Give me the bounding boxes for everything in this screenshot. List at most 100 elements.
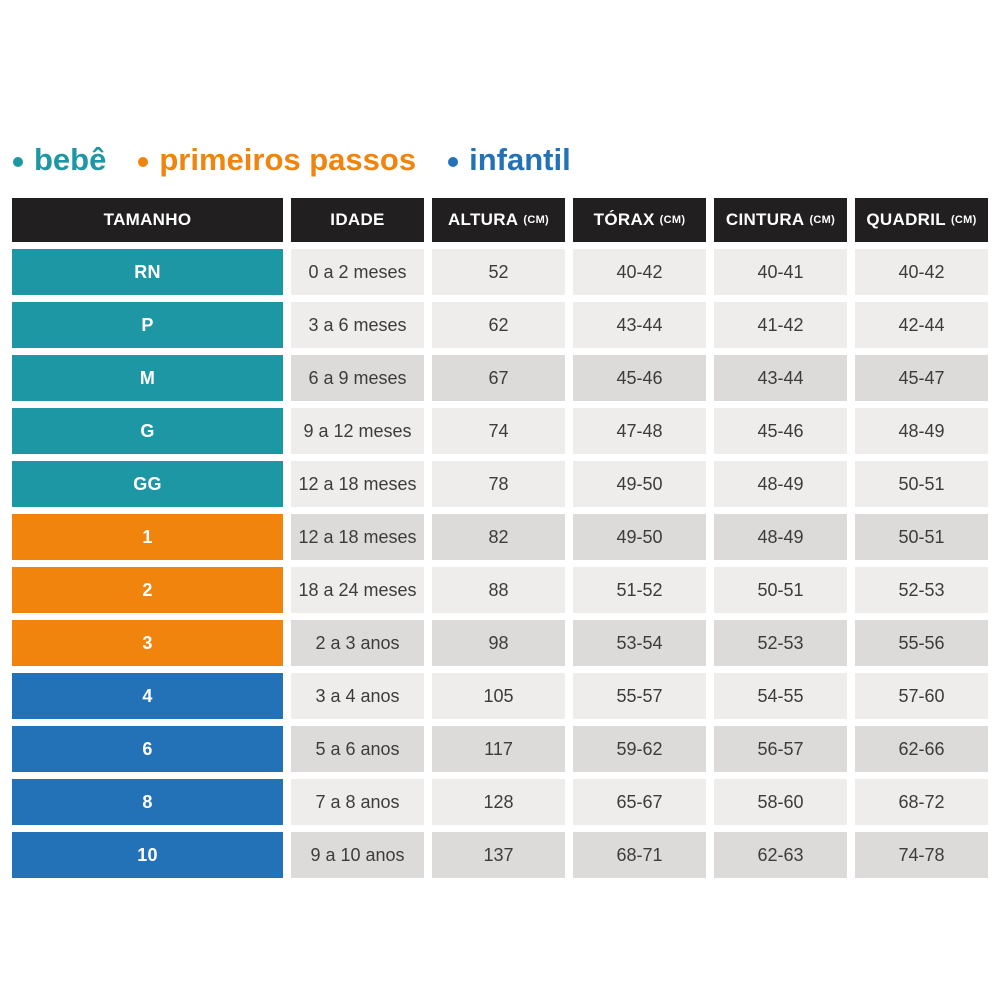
column-header-label: ALTURA: [447, 210, 519, 229]
altura-cell: 88: [432, 567, 565, 613]
cintura-cell: 56-57: [714, 726, 847, 772]
torax-cell: 47-48: [573, 408, 706, 454]
size-cell-4: 4: [12, 673, 283, 719]
column-header-unit: (CM): [950, 214, 977, 226]
idade-cell: 0 a 2 meses: [291, 249, 424, 295]
quadril-cell: 52-53: [855, 567, 988, 613]
torax-cell: 55-57: [573, 673, 706, 719]
legend-label: primeiros passos: [159, 142, 417, 177]
quadril-cell: 57-60: [855, 673, 988, 719]
size-table: TAMANHO IDADE ALTURA (CM) TÓRAX (CM) CIN…: [12, 198, 988, 878]
size-cell-10: 10: [12, 832, 283, 878]
cintura-cell: 41-42: [714, 302, 847, 348]
cintura-cell: 58-60: [714, 779, 847, 825]
bullet-icon: [448, 156, 459, 167]
column-header-label: QUADRIL: [866, 210, 946, 229]
idade-cell: 12 a 18 meses: [291, 514, 424, 560]
size-cell-g: G: [12, 408, 283, 454]
torax-cell: 45-46: [573, 355, 706, 401]
cintura-cell: 48-49: [714, 514, 847, 560]
column-header-label: IDADE: [330, 210, 385, 229]
quadril-cell: 45-47: [855, 355, 988, 401]
size-cell-2: 2: [12, 567, 283, 613]
size-cell-m: M: [12, 355, 283, 401]
column-header-label: TÓRAX: [593, 210, 655, 229]
cintura-cell: 45-46: [714, 408, 847, 454]
cintura-cell: 48-49: [714, 461, 847, 507]
idade-cell: 12 a 18 meses: [291, 461, 424, 507]
idade-cell: 7 a 8 anos: [291, 779, 424, 825]
size-cell-1: 1: [12, 514, 283, 560]
size-cell-8: 8: [12, 779, 283, 825]
altura-cell: 82: [432, 514, 565, 560]
idade-cell: 18 a 24 meses: [291, 567, 424, 613]
cintura-cell: 62-63: [714, 832, 847, 878]
cintura-cell: 52-53: [714, 620, 847, 666]
column-header-cintura: CINTURA (CM): [714, 198, 847, 242]
torax-cell: 68-71: [573, 832, 706, 878]
cintura-cell: 43-44: [714, 355, 847, 401]
cintura-cell: 40-41: [714, 249, 847, 295]
quadril-cell: 74-78: [855, 832, 988, 878]
torax-cell: 53-54: [573, 620, 706, 666]
idade-cell: 9 a 10 anos: [291, 832, 424, 878]
idade-cell: 5 a 6 anos: [291, 726, 424, 772]
column-header-unit: (CM): [659, 214, 686, 226]
column-header-tamanho: TAMANHO: [12, 198, 283, 242]
idade-cell: 3 a 6 meses: [291, 302, 424, 348]
altura-cell: 78: [432, 461, 565, 507]
torax-cell: 49-50: [573, 461, 706, 507]
altura-cell: 62: [432, 302, 565, 348]
idade-cell: 9 a 12 meses: [291, 408, 424, 454]
age-group-legend: bebê primeiros passos infantil: [13, 144, 571, 175]
quadril-cell: 42-44: [855, 302, 988, 348]
size-cell-3: 3: [12, 620, 283, 666]
bullet-icon: [13, 156, 23, 167]
idade-cell: 3 a 4 anos: [291, 673, 424, 719]
altura-cell: 137: [432, 832, 565, 878]
size-cell-gg: GG: [12, 461, 283, 507]
cintura-cell: 54-55: [714, 673, 847, 719]
altura-cell: 67: [432, 355, 565, 401]
legend-item-primeiros-passos: primeiros passos: [138, 144, 416, 175]
altura-cell: 74: [432, 408, 565, 454]
idade-cell: 6 a 9 meses: [291, 355, 424, 401]
legend-label: bebê: [34, 142, 107, 177]
column-header-idade: IDADE: [291, 198, 424, 242]
column-header-label: TAMANHO: [103, 210, 192, 229]
bullet-icon: [138, 156, 149, 167]
cintura-cell: 50-51: [714, 567, 847, 613]
legend-label: infantil: [469, 142, 571, 177]
idade-cell: 2 a 3 anos: [291, 620, 424, 666]
size-cell-6: 6: [12, 726, 283, 772]
torax-cell: 40-42: [573, 249, 706, 295]
quadril-cell: 48-49: [855, 408, 988, 454]
legend-item-infantil: infantil: [448, 144, 571, 175]
quadril-cell: 68-72: [855, 779, 988, 825]
altura-cell: 98: [432, 620, 565, 666]
column-header-tórax: TÓRAX (CM): [573, 198, 706, 242]
quadril-cell: 50-51: [855, 461, 988, 507]
torax-cell: 51-52: [573, 567, 706, 613]
torax-cell: 49-50: [573, 514, 706, 560]
altura-cell: 52: [432, 249, 565, 295]
column-header-unit: (CM): [523, 214, 550, 226]
column-header-unit: (CM): [809, 214, 836, 226]
altura-cell: 105: [432, 673, 565, 719]
column-header-label: CINTURA: [725, 210, 805, 229]
altura-cell: 128: [432, 779, 565, 825]
quadril-cell: 40-42: [855, 249, 988, 295]
altura-cell: 117: [432, 726, 565, 772]
quadril-cell: 55-56: [855, 620, 988, 666]
torax-cell: 65-67: [573, 779, 706, 825]
column-header-altura: ALTURA (CM): [432, 198, 565, 242]
size-cell-p: P: [12, 302, 283, 348]
quadril-cell: 62-66: [855, 726, 988, 772]
column-header-quadril: QUADRIL (CM): [855, 198, 988, 242]
torax-cell: 43-44: [573, 302, 706, 348]
torax-cell: 59-62: [573, 726, 706, 772]
legend-item-bebê: bebê: [13, 144, 106, 175]
size-cell-rn: RN: [12, 249, 283, 295]
quadril-cell: 50-51: [855, 514, 988, 560]
